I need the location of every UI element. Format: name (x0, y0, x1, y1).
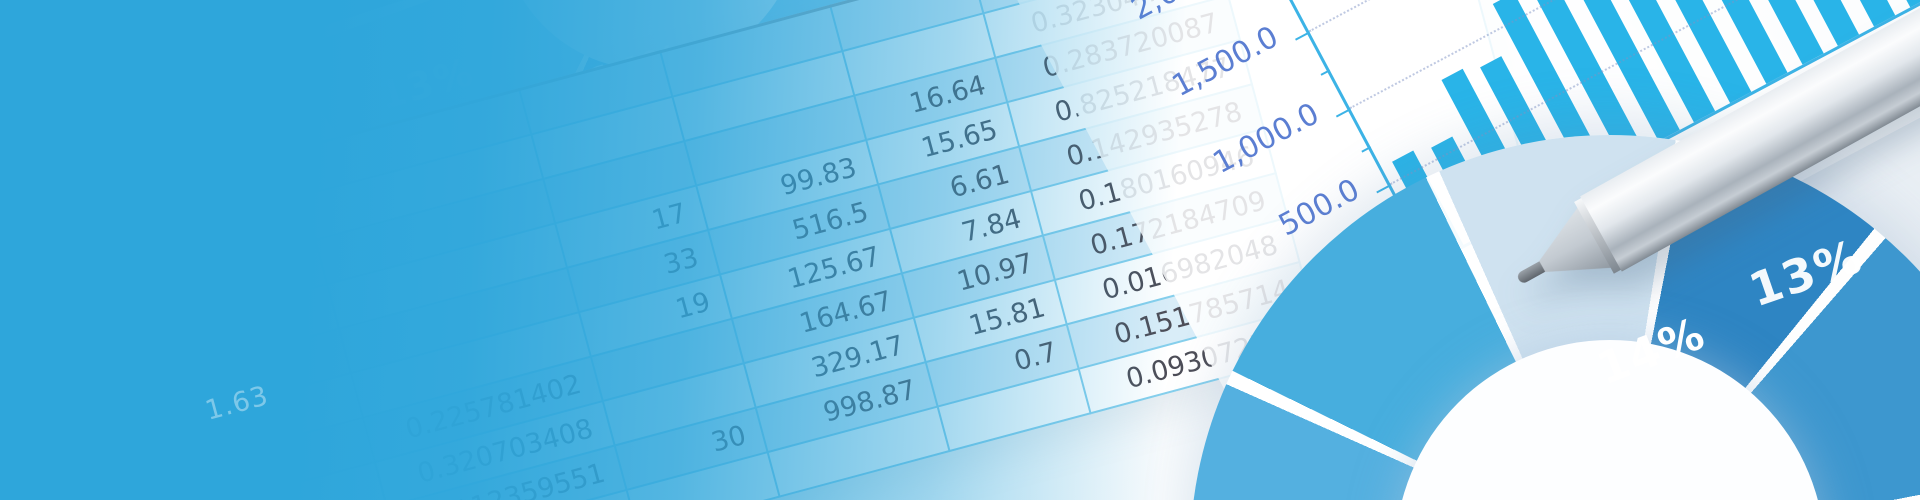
banner-photo: 13% 14% 0.32304406916.640.2837200871799.… (0, 0, 1920, 500)
